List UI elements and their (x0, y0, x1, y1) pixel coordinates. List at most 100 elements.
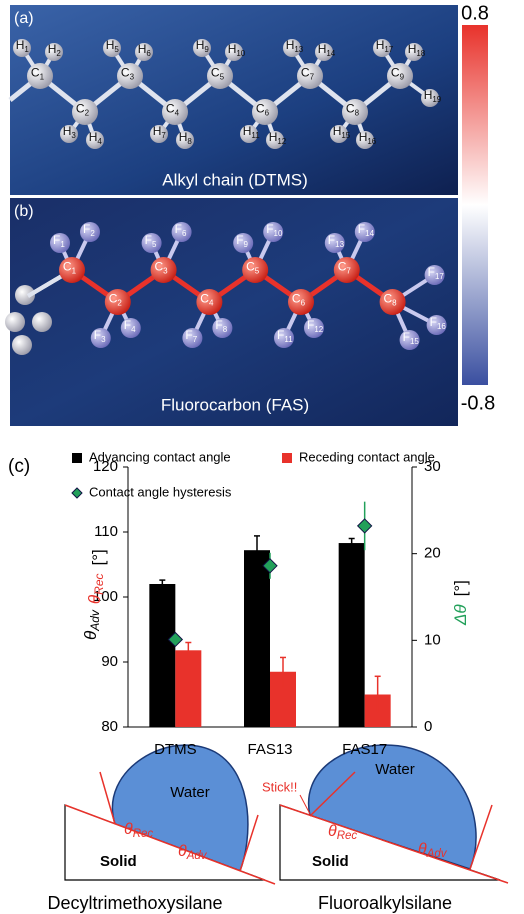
index: 10 (236, 49, 245, 58)
index: 2 (85, 109, 90, 118)
element: C (346, 102, 355, 116)
y-tick-label: 110 (94, 523, 118, 540)
index: 5 (220, 73, 225, 82)
index: 1 (72, 267, 77, 276)
element: C (301, 66, 310, 80)
colorbar-max: 0.8 (461, 2, 489, 24)
legend-label: Advancing contact angle (89, 449, 231, 464)
index: 6 (265, 109, 270, 118)
label: Solid (312, 853, 349, 870)
index: 15 (341, 131, 350, 140)
element: H (408, 42, 417, 56)
y-tick-label: 80 (101, 718, 118, 735)
panel-label: (b) (14, 203, 34, 220)
element: F (266, 222, 273, 236)
atom (12, 335, 32, 355)
index: 17 (435, 272, 444, 281)
element: F (145, 233, 152, 247)
label: Solid (100, 853, 137, 870)
figure: C1C2C3C4C5C6C7C8C9H1H2H3H4H5H6H7H8H9H10H… (0, 0, 524, 914)
element: C (338, 260, 347, 274)
element: C (121, 66, 130, 80)
index: 3 (101, 335, 106, 344)
index: 9 (400, 73, 405, 82)
index: 11 (284, 335, 293, 344)
x-tick-label: FAS13 (247, 741, 292, 758)
subscript: Rec (337, 830, 358, 842)
index: 4 (209, 299, 214, 308)
element: F (175, 222, 182, 236)
index: 8 (355, 109, 360, 118)
subscript: Rec (92, 574, 106, 595)
legend-label: Contact angle hysteresis (89, 484, 232, 499)
symbol: Δθ (451, 604, 470, 626)
index: 10 (274, 229, 283, 238)
element: C (76, 102, 85, 116)
element: F (83, 222, 90, 236)
index: 12 (314, 325, 323, 334)
symbol: θ (328, 823, 337, 840)
index: 5 (255, 267, 260, 276)
label: Water (170, 784, 209, 801)
index: 1 (60, 240, 65, 249)
element: H (286, 38, 295, 52)
index: 14 (365, 229, 374, 238)
colorbar (462, 25, 488, 385)
index: 15 (410, 337, 419, 346)
element: C (200, 292, 209, 306)
legend-marker (282, 453, 292, 463)
element: F (215, 318, 222, 332)
index: 16 (437, 322, 446, 331)
element: C (292, 292, 301, 306)
index: 7 (193, 335, 198, 344)
index: 9 (204, 45, 209, 54)
element: C (246, 260, 255, 274)
element: F (53, 233, 60, 247)
element: H (269, 130, 278, 144)
unit: [°] (89, 549, 108, 565)
index: 1 (24, 45, 29, 54)
unit: [°] (451, 580, 470, 596)
bar (149, 584, 175, 727)
index: 2 (90, 229, 95, 238)
atom (5, 312, 25, 332)
symbol: θ (418, 841, 427, 858)
index: 3 (71, 131, 76, 140)
element: H (243, 124, 252, 138)
element: F (124, 318, 131, 332)
element: F (236, 233, 243, 247)
element: C (166, 102, 175, 116)
index: 13 (335, 240, 344, 249)
index: 5 (114, 45, 119, 54)
element: F (307, 318, 314, 332)
element: F (430, 315, 437, 329)
element: H (153, 124, 162, 138)
element: C (63, 260, 72, 274)
element: C (384, 292, 393, 306)
schematic: Water Solid Water Solid Stick!! Decyltri… (47, 745, 508, 913)
index: 2 (117, 299, 122, 308)
panel-label: (c) (8, 456, 30, 477)
index: 16 (367, 137, 376, 146)
element: F (428, 265, 435, 279)
bar (175, 650, 201, 727)
caption: Decyltrimethoxysilane (47, 893, 222, 913)
index: 7 (346, 267, 351, 276)
y2-axis-label: Δθ [°] (451, 580, 470, 626)
index: 19 (432, 95, 441, 104)
element: F (358, 222, 365, 236)
index: 4 (175, 109, 180, 118)
element: F (185, 328, 192, 342)
caption: Fluorocarbon (FAS) (161, 395, 309, 414)
element: C (155, 260, 164, 274)
atom (32, 312, 52, 332)
diamond (358, 519, 372, 533)
element: F (328, 233, 335, 247)
element: F (277, 328, 284, 342)
element: F (94, 328, 101, 342)
element: H (376, 38, 385, 52)
x-tick-label: DTMS (154, 741, 197, 758)
panel-label: (a) (14, 10, 34, 27)
symbol: θ (124, 821, 133, 838)
element: C (391, 66, 400, 80)
